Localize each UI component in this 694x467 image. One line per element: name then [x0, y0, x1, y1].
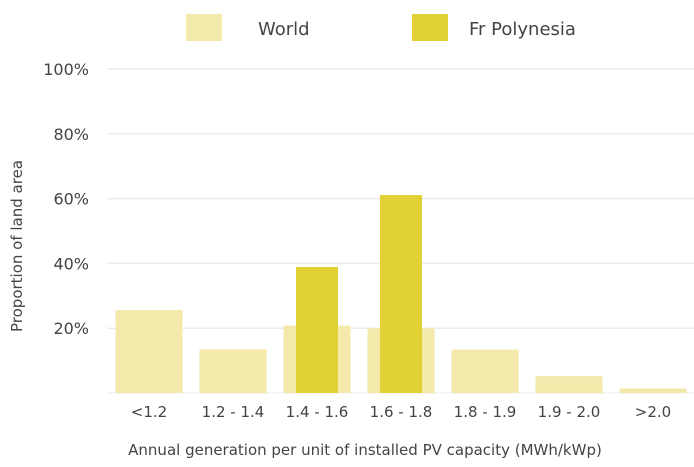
legend-label-world: World [258, 19, 310, 40]
y-axis-ticks: 20% 40% 60% 80% 100% [43, 60, 89, 338]
x-tick-label: 1.8 - 1.9 [454, 403, 517, 421]
x-tick-label: 1.4 - 1.6 [286, 403, 349, 421]
y-tick-label: 60% [53, 190, 89, 209]
bar-fr-polynesia [296, 266, 338, 393]
legend-swatch-world [186, 14, 222, 41]
y-axis-label: Proportion of land area [8, 160, 26, 332]
x-tick-label: 1.9 - 2.0 [538, 403, 601, 421]
bar-world [619, 388, 687, 393]
bar-fr-polynesia [380, 195, 422, 393]
legend-swatch-fr-polynesia [412, 14, 448, 41]
y-tick-label: 80% [53, 125, 89, 144]
bar-world [535, 376, 603, 393]
y-tick-label: 40% [53, 254, 89, 273]
bar-world [451, 349, 519, 393]
bar-world [199, 349, 267, 393]
x-tick-label: 1.6 - 1.8 [370, 403, 433, 421]
y-tick-label: 100% [43, 60, 89, 79]
x-axis-ticks: <1.2 1.2 - 1.4 1.4 - 1.6 1.6 - 1.8 1.8 - 1.9… [131, 403, 671, 421]
legend-label-fr-polynesia: Fr Polynesia [469, 19, 576, 40]
x-tick-label: <1.2 [131, 403, 167, 421]
y-tick-label: 20% [53, 319, 89, 338]
legend: World Fr Polynesia [186, 14, 576, 41]
bar-world [115, 310, 183, 393]
x-axis-label: Annual generation per unit of installed … [128, 441, 602, 459]
fr-polynesia-series [296, 195, 422, 393]
x-tick-label: 1.2 - 1.4 [202, 403, 265, 421]
x-tick-label: >2.0 [635, 403, 671, 421]
